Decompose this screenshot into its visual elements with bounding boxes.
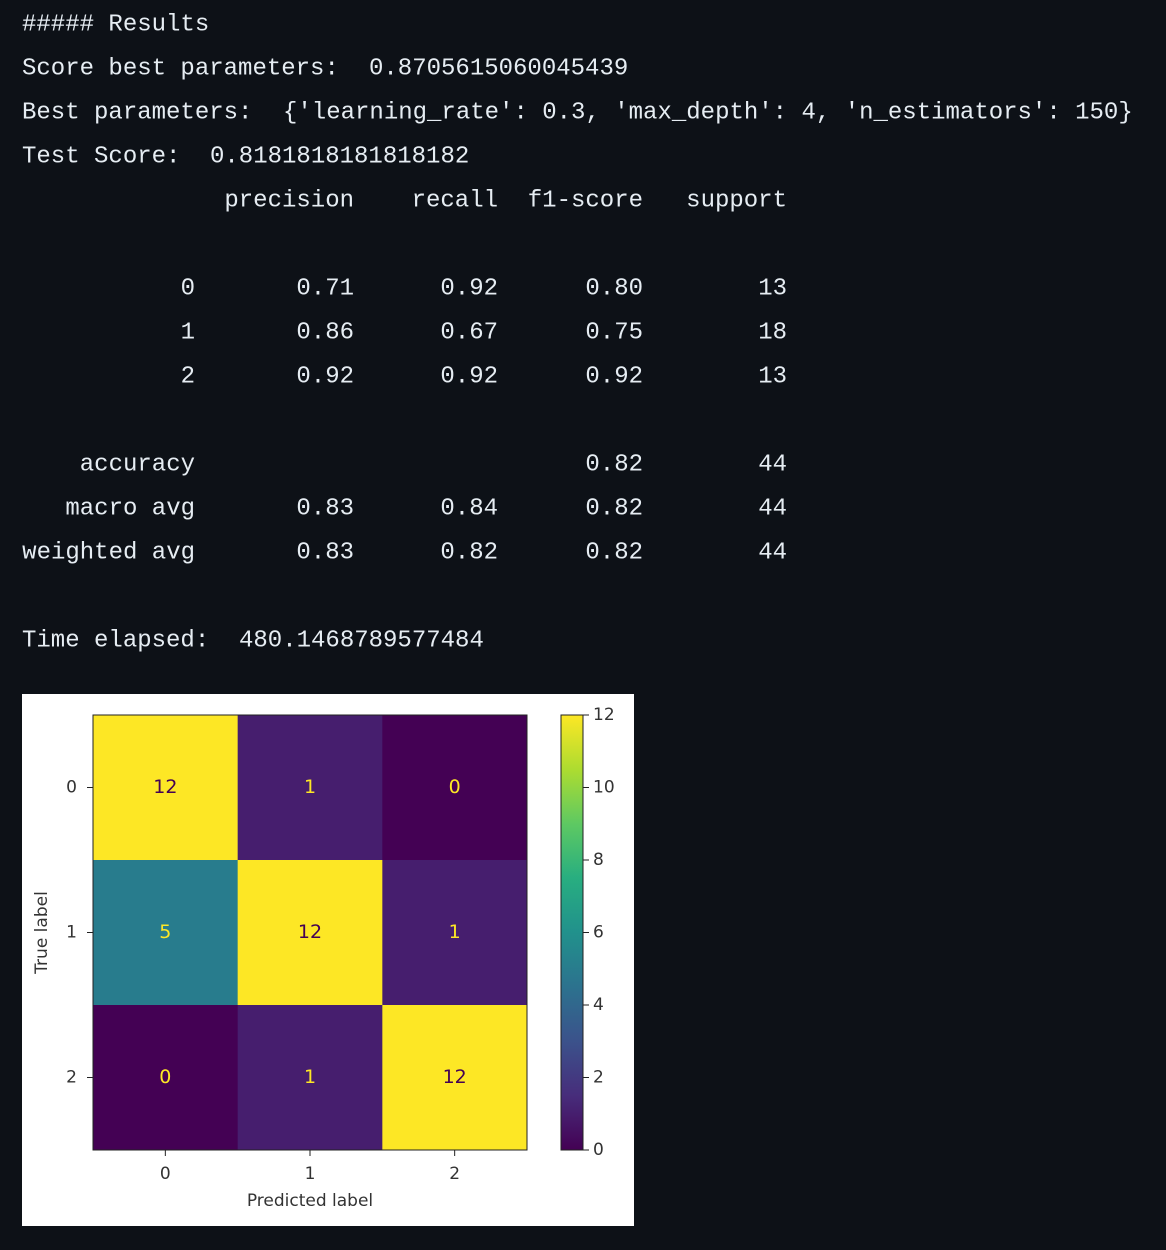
cell-value: 0 [159,1066,171,1088]
heatmap-cell [382,715,528,861]
report-cell: 0.82 [585,539,643,566]
cell-value: 1 [449,921,461,943]
time-label: Time elapsed: [22,627,209,654]
report-cell: 0.82 [440,539,498,566]
y-tick-label: 0 [66,778,77,798]
heatmap-cell [237,1005,383,1151]
cell-value: 12 [298,921,322,943]
x-axis-label: Predicted label [247,1191,373,1211]
report-cell: 0.67 [440,319,498,346]
colorbar-tick-label: 2 [593,1068,604,1088]
colorbar-tick-label: 12 [593,705,615,725]
x-tick-label: 2 [449,1164,460,1184]
cell-value: 1 [304,1066,316,1088]
report-column-header: f1-score [528,187,643,214]
report-cell: 0.86 [296,319,354,346]
heatmap-cell [382,860,528,1006]
report-cell: 0.82 [585,495,643,522]
heatmap-cell [93,860,239,1006]
report-cell: 0.75 [585,319,643,346]
report-row-label: accuracy [80,451,195,478]
y-tick-label: 1 [66,923,77,943]
colorbar-tick-label: 6 [593,923,604,943]
report-cell: 0.83 [296,495,354,522]
report-column-header: recall [412,187,498,214]
heatmap-cell [237,715,383,861]
y-axis-label: True label [32,891,52,975]
report-row-label: 1 [181,319,195,346]
time-value: 480.1468789577484 [239,627,484,654]
colorbar-tick-label: 10 [593,778,615,798]
summary-value: 0.8705615060045439 [369,55,628,82]
summary-label: Score best parameters: [22,55,339,82]
x-tick-label: 1 [305,1164,316,1184]
report-cell: 0.92 [296,363,354,390]
colorbar [560,714,584,1151]
results-heading: ##### Results [22,11,209,38]
report-cell: 0.71 [296,275,354,302]
x-tick-label: 0 [160,1164,171,1184]
summary-value: 0.8181818181818182 [210,143,469,170]
report-column-header: precision [224,187,354,214]
report-cell: 0.92 [585,363,643,390]
report-cell: 44 [758,451,787,478]
cell-value: 5 [159,921,171,943]
heatmap-cell [382,1005,528,1151]
report-row-label: 2 [181,363,195,390]
cell-value: 0 [449,776,461,798]
report-cell: 0.92 [440,363,498,390]
report-cell: 13 [758,363,787,390]
y-tick-label: 2 [66,1068,77,1088]
cell-value: 1 [304,776,316,798]
report-cell: 0.84 [440,495,498,522]
report-cell: 0.92 [440,275,498,302]
colorbar-tick-label: 4 [593,995,604,1015]
summary-label: Test Score: [22,143,180,170]
report-cell: 0.83 [296,539,354,566]
report-column-header: support [686,187,787,214]
report-cell: 44 [758,495,787,522]
report-cell: 0.80 [585,275,643,302]
report-cell: 13 [758,275,787,302]
report-cell: 0.82 [585,451,643,478]
report-row-label: macro avg [65,495,195,522]
cell-value: 12 [443,1066,467,1088]
report-cell: 44 [758,539,787,566]
cell-value: 12 [153,776,177,798]
report-row-label: weighted avg [22,539,195,566]
colorbar-tick-label: 8 [593,850,604,870]
report-cell: 18 [758,319,787,346]
report-row-label: 0 [181,275,195,302]
heatmap-cell [93,1005,239,1151]
summary-value: {'learning_rate': 0.3, 'max_depth': 4, '… [283,99,1133,126]
summary-label: Best parameters: [22,99,252,126]
heatmap-cell [237,860,383,1006]
heatmap-cell [93,715,239,861]
colorbar-tick-label: 0 [593,1140,604,1160]
